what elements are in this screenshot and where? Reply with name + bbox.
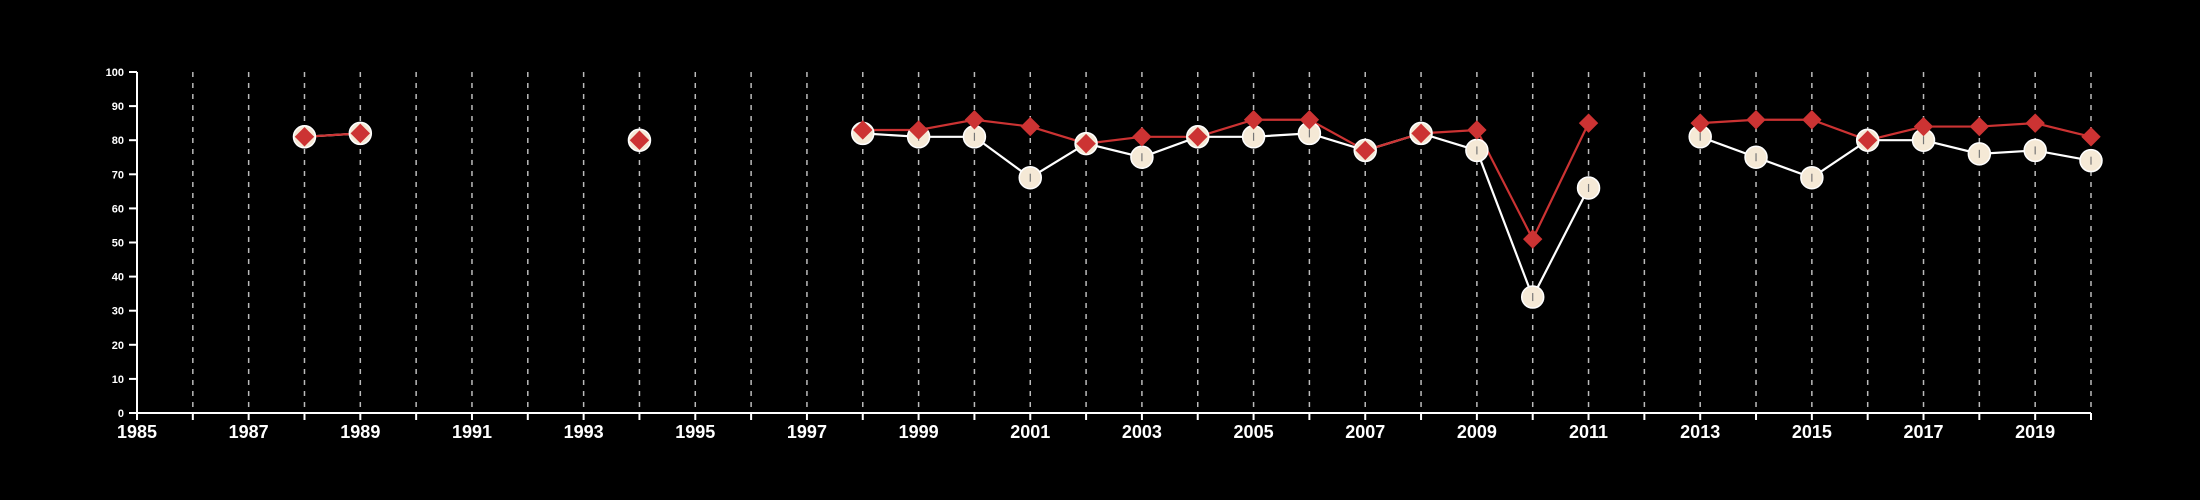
diamond-point <box>1690 113 1710 133</box>
diamond-point <box>1913 116 1934 137</box>
diamond-point <box>1076 133 1096 154</box>
y-tick-label: 10 <box>112 374 124 386</box>
y-tick-label: 20 <box>112 340 124 352</box>
diamond-point <box>853 120 873 140</box>
y-tick-label: 90 <box>112 101 124 113</box>
diamond-point <box>1523 229 1543 249</box>
x-tick-label: 2005 <box>1234 422 1274 442</box>
x-tick-label: 1995 <box>675 422 715 442</box>
diamond-point <box>629 130 650 150</box>
x-tick-label: 2015 <box>1792 422 1832 442</box>
y-tick-label: 70 <box>112 169 124 181</box>
diamond-point <box>1243 110 1264 130</box>
diamond-point <box>1857 130 1878 150</box>
diamond-point <box>1746 110 1766 130</box>
diamond-point <box>350 123 371 144</box>
diamond-point <box>1578 113 1599 133</box>
y-tick-label: 0 <box>118 408 124 420</box>
x-tick-label: 2013 <box>1680 422 1720 442</box>
y-tick-label: 30 <box>112 306 124 318</box>
x-tick-label: 1993 <box>564 422 604 442</box>
diamond-point <box>2025 113 2045 133</box>
diamond-point <box>1802 110 1822 130</box>
diamond-point <box>1411 123 1431 144</box>
diamond-point <box>1299 110 1320 130</box>
x-tick-label: 1999 <box>899 422 939 442</box>
diamond-point <box>2081 127 2101 147</box>
x-tick-label: 2001 <box>1010 422 1050 442</box>
x-tick-label: 2003 <box>1122 422 1162 442</box>
y-tick-label: 80 <box>112 135 124 147</box>
diamond-point <box>294 127 315 147</box>
x-tick-label: 1985 <box>117 422 157 442</box>
series-line-red <box>862 118 1590 242</box>
diamond-point <box>1355 140 1375 161</box>
y-tick-label: 100 <box>106 67 124 79</box>
diamond-point <box>1467 120 1487 140</box>
y-tick-label: 60 <box>112 203 124 215</box>
y-tick-label: 50 <box>112 238 124 250</box>
diamond-point <box>1132 127 1152 147</box>
diamond-point <box>1020 116 1040 137</box>
x-tick-label: 2009 <box>1457 422 1497 442</box>
x-tick-label: 1987 <box>229 422 269 442</box>
x-tick-label: 2017 <box>1903 422 1943 442</box>
diamond-point <box>964 110 985 130</box>
x-tick-label: 2011 <box>1569 422 1608 442</box>
y-tick-label: 40 <box>112 272 124 284</box>
diamond-point <box>1188 127 1208 147</box>
x-tick-label: 1989 <box>340 422 380 442</box>
x-tick-label: 2007 <box>1345 422 1385 442</box>
x-tick-label: 1991 <box>452 422 492 442</box>
diamond-point <box>1969 116 1990 137</box>
x-tick-label: 1997 <box>787 422 827 442</box>
diamond-point <box>908 120 929 140</box>
x-tick-label: 2019 <box>2015 422 2055 442</box>
